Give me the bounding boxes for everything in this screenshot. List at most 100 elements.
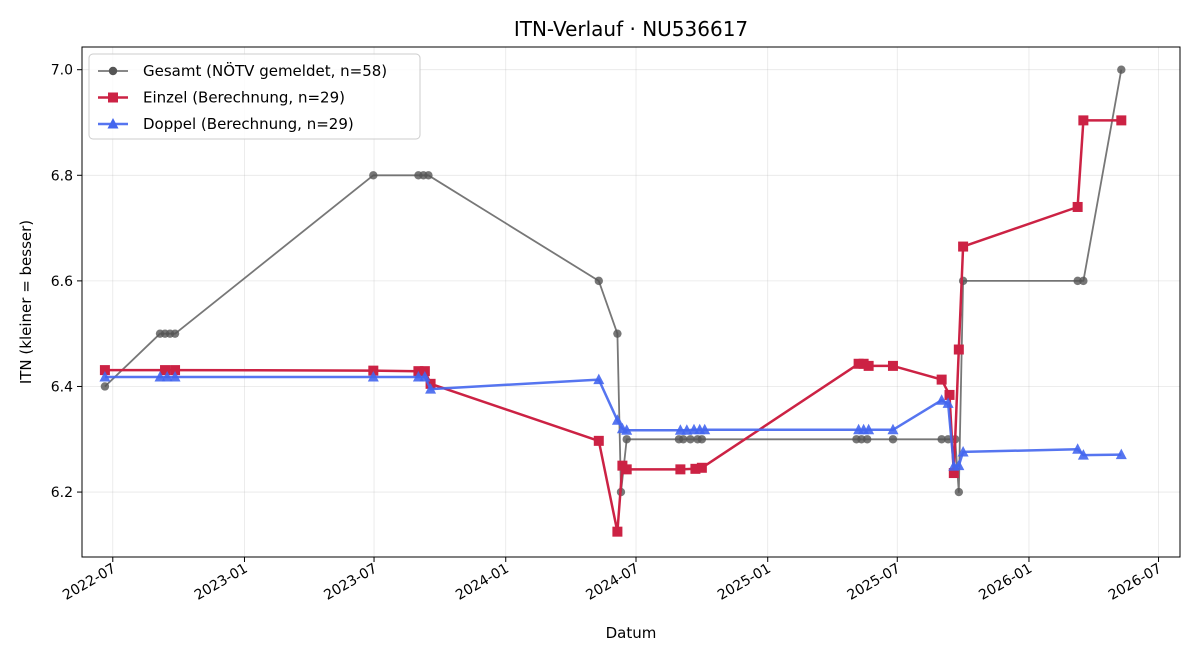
data-point	[696, 462, 707, 473]
y-axis-label: ITN (kleiner = besser)	[17, 220, 35, 384]
data-point	[1072, 201, 1083, 212]
data-point	[863, 360, 874, 371]
data-point	[1077, 449, 1089, 460]
legend-label: Doppel (Berechnung, n=29)	[143, 115, 354, 133]
data-point	[863, 423, 875, 435]
data-point	[958, 276, 968, 286]
data-point	[621, 464, 632, 475]
y-tick-label: 6.6	[51, 274, 73, 290]
data-point	[612, 526, 623, 537]
x-tick-label: 2025-07	[845, 561, 904, 604]
data-point	[169, 370, 181, 382]
x-axis-label: Datum	[606, 624, 657, 642]
legend: Gesamt (NÖTV gemeldet, n=58) Einzel (Bere…	[88, 53, 421, 140]
series-markers	[100, 65, 1126, 497]
data-point	[858, 358, 869, 369]
data-point	[613, 329, 622, 338]
data-point	[1072, 443, 1084, 454]
data-point	[681, 424, 693, 435]
data-point	[425, 383, 437, 394]
series-markers	[99, 115, 1127, 537]
series-line	[104, 375, 1122, 468]
data-point	[1116, 115, 1127, 126]
data-point	[853, 358, 864, 369]
data-point	[863, 435, 872, 444]
data-point	[690, 463, 701, 474]
series-markers	[99, 370, 1127, 471]
data-point	[100, 382, 110, 391]
data-point	[160, 365, 171, 376]
data-point	[424, 171, 433, 180]
data-point	[887, 423, 899, 435]
data-point	[953, 344, 964, 355]
x-tick-label: 2026-07	[1106, 561, 1165, 604]
x-tick-label: 2026-01	[976, 561, 1035, 604]
y-tick-label: 6.8	[51, 168, 73, 184]
legend-marker	[107, 118, 119, 129]
x-tick-label: 2022-07	[60, 561, 119, 604]
x-tick-label: 2024-01	[453, 561, 512, 604]
data-point	[888, 435, 898, 444]
data-point	[154, 370, 166, 382]
x-tick-label: 2023-01	[192, 561, 251, 604]
legend-item: Einzel (Berechnung, n=29)	[98, 89, 345, 107]
data-point	[948, 468, 959, 479]
data-point	[99, 365, 110, 376]
data-point	[161, 370, 173, 382]
data-point	[1078, 115, 1089, 126]
series-3	[99, 370, 1127, 471]
data-point	[958, 241, 969, 252]
y-tick-label: 6.4	[51, 379, 73, 395]
data-point	[1115, 448, 1127, 460]
x-tick-label: 2024-07	[583, 561, 642, 604]
data-point	[611, 414, 623, 425]
data-point	[675, 464, 686, 475]
data-point	[99, 370, 111, 382]
data-point	[936, 374, 947, 385]
data-point	[1117, 65, 1126, 74]
data-point	[937, 435, 946, 444]
data-point	[944, 389, 955, 400]
data-point	[621, 424, 633, 435]
data-point	[170, 329, 180, 338]
y-tick-label: 7.0	[51, 63, 73, 79]
data-point	[419, 370, 431, 382]
data-point	[686, 435, 695, 444]
data-point	[368, 365, 379, 376]
data-point	[594, 276, 603, 286]
plot-frame	[81, 46, 1181, 558]
data-point	[593, 435, 604, 446]
legend-marker	[108, 66, 118, 76]
legend-label: Einzel (Berechnung, n=29)	[143, 89, 345, 107]
chart-title: ITN-Verlauf · NU536617	[514, 17, 748, 41]
legend-marker	[108, 92, 118, 103]
axis-ticks: 2022-07 2023-01 2023-07 2024-01 2024-07 2025-…	[51, 63, 1165, 604]
legend-label: Gesamt (NÖTV gemeldet, n=58)	[143, 61, 387, 80]
series-2	[99, 115, 1127, 537]
data-point	[954, 487, 964, 497]
data-point	[953, 459, 965, 471]
x-tick-label: 2025-01	[715, 561, 774, 604]
data-point	[1079, 276, 1088, 286]
series-layer	[99, 65, 1127, 537]
data-point	[957, 445, 969, 457]
series-line	[104, 119, 1122, 533]
data-point	[942, 397, 954, 408]
data-point	[697, 435, 707, 444]
legend-item: Gesamt (NÖTV gemeldet, n=58)	[98, 61, 387, 80]
data-point	[679, 435, 688, 444]
grid	[82, 47, 1180, 557]
x-tick-label: 2023-07	[321, 561, 380, 604]
y-tick-label: 6.2	[51, 485, 73, 501]
data-point	[593, 373, 605, 385]
legend-box	[88, 53, 421, 140]
data-point	[170, 365, 181, 376]
legend-item: Doppel (Berechnung, n=29)	[98, 115, 354, 133]
data-point	[622, 435, 631, 444]
data-point	[367, 370, 379, 382]
data-point	[699, 423, 711, 435]
data-point	[369, 171, 378, 180]
data-point	[887, 360, 898, 371]
data-point	[936, 394, 948, 405]
